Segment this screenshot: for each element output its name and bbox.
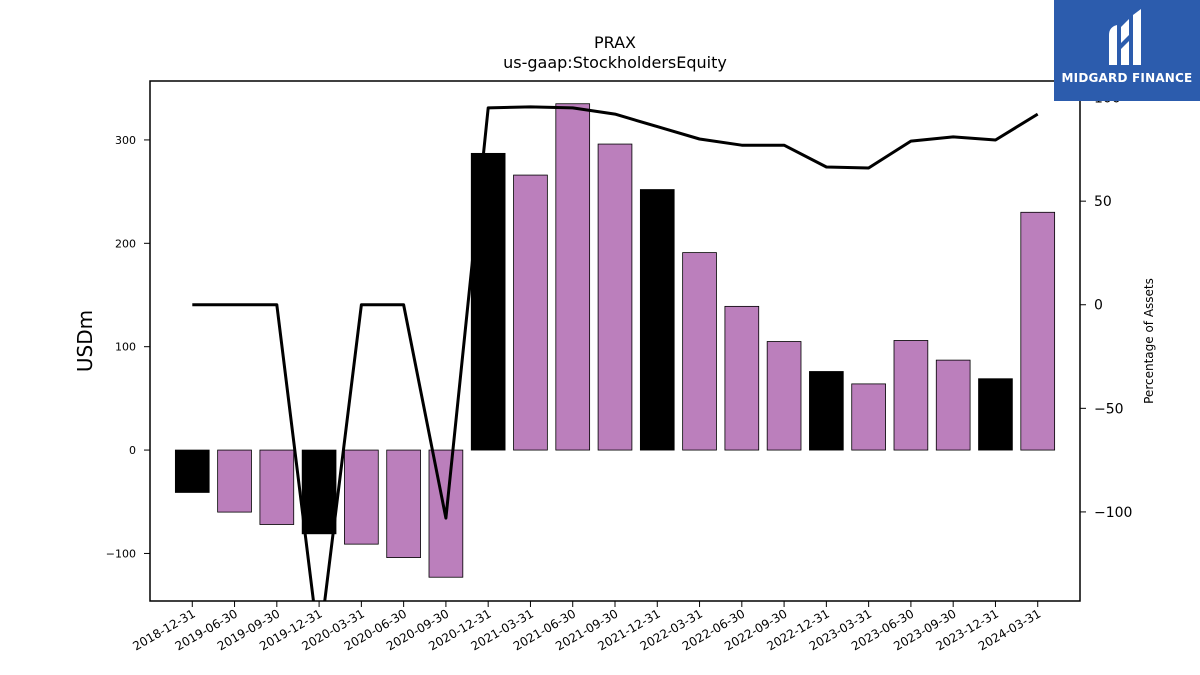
logo-text: MIDGARD FINANCE (1061, 71, 1193, 85)
bar (344, 449, 379, 545)
y-tick-label: 300 (115, 134, 136, 147)
series-line (192, 105, 1039, 601)
bar (1020, 211, 1056, 451)
bar (386, 449, 421, 558)
y-tick-label: 0 (129, 444, 136, 457)
bar (470, 152, 506, 451)
y2-tick-label: −100 (1094, 505, 1132, 521)
bar (513, 174, 548, 451)
bar (809, 371, 844, 451)
bar (639, 189, 675, 451)
bar (174, 449, 210, 493)
y-tick-label: 200 (115, 237, 136, 250)
y2-tick-label: 50 (1094, 194, 1112, 210)
y-tick-label: −100 (106, 547, 136, 560)
bar (893, 340, 929, 451)
bar (978, 378, 1013, 451)
y2-tick-label: 0 (1094, 298, 1103, 314)
bar (301, 449, 337, 535)
bar (597, 143, 633, 451)
chart-title: PRAX (594, 33, 636, 52)
y-tick-label: 100 (115, 341, 136, 354)
midgard-finance-logo: MIDGARD FINANCE (1054, 0, 1200, 101)
chart-subtitle: us-gaap:StockholdersEquity (503, 53, 727, 72)
midgard-logo-icon (1109, 9, 1141, 65)
y2-axis-label: Percentage of Assets (1142, 278, 1156, 404)
bar (682, 252, 717, 451)
bar (555, 103, 591, 451)
bar (259, 449, 295, 525)
bar (724, 305, 760, 451)
y-axis-label: USDm (73, 310, 97, 372)
bar (851, 383, 886, 451)
bar (217, 449, 252, 513)
bar (766, 341, 802, 451)
y2-tick-label: −50 (1094, 401, 1124, 417)
bar (935, 359, 971, 451)
